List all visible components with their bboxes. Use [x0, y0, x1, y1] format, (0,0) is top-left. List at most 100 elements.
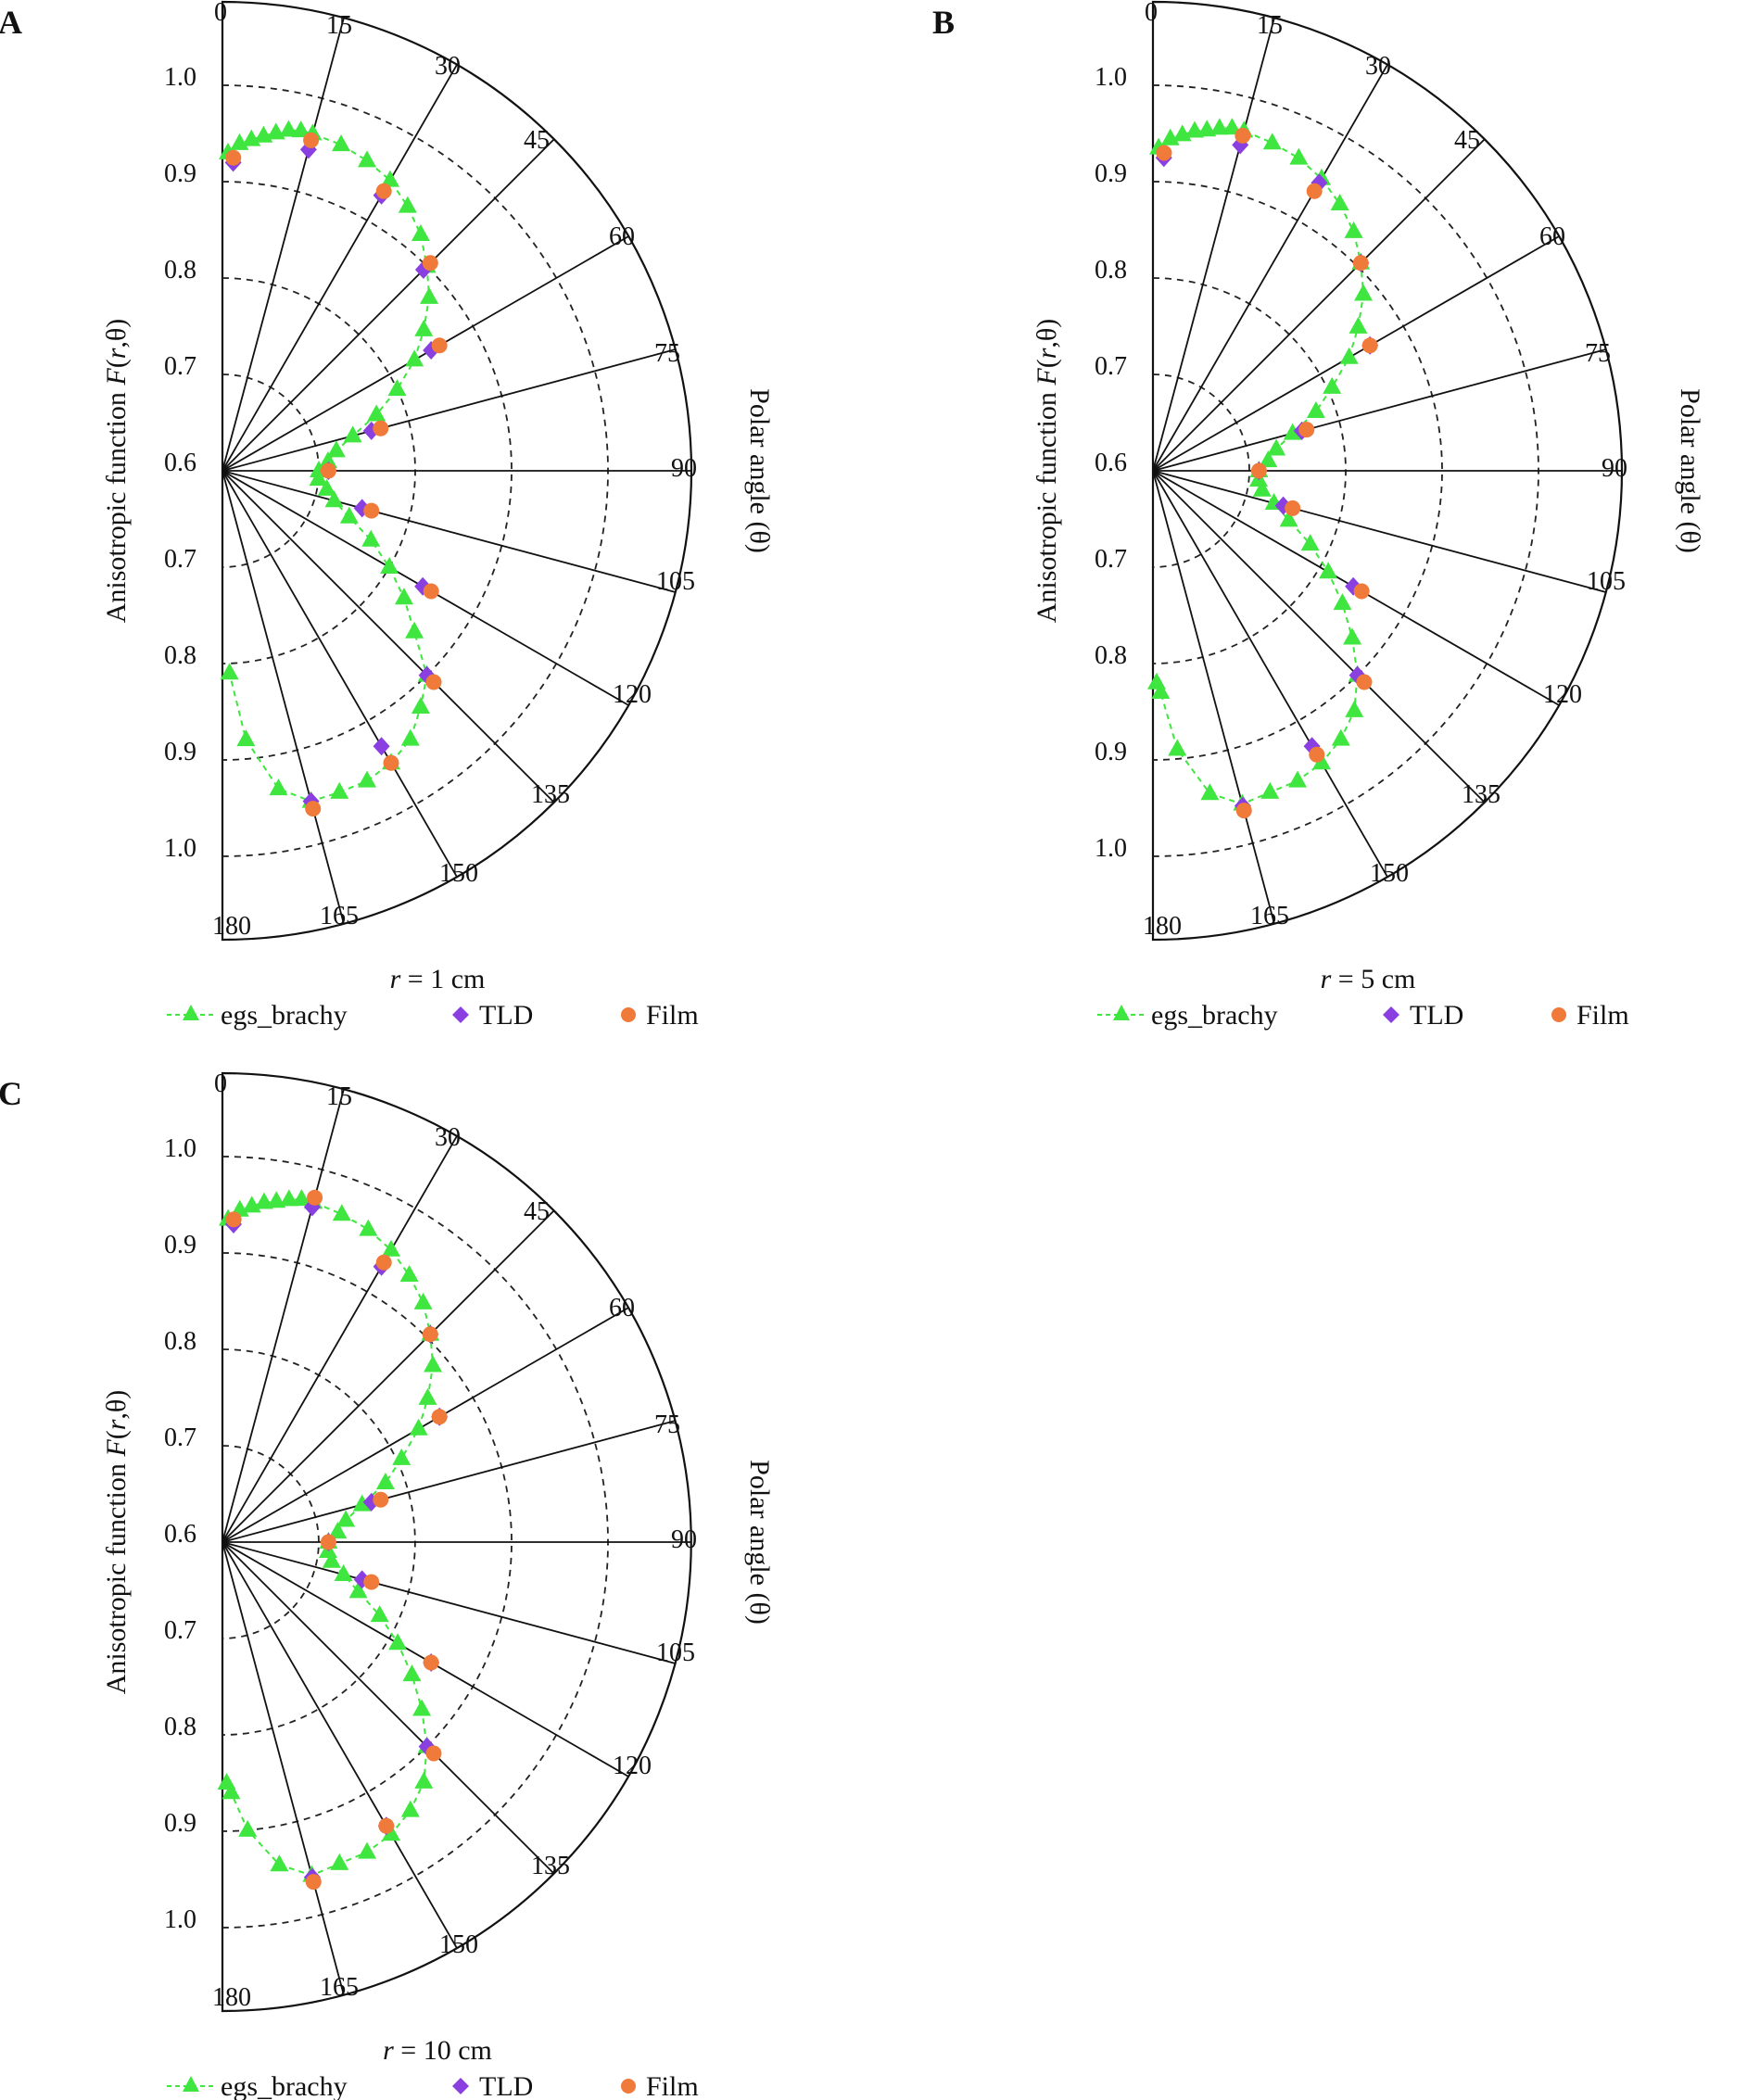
- legend-label-tld: TLD: [479, 2071, 533, 2100]
- egs-brachy-point: [1339, 347, 1359, 364]
- film-point: [1361, 337, 1378, 354]
- polar-boundary: [1151, 0, 1624, 942]
- angle-tick-label: 150: [439, 859, 478, 888]
- legend-diamond-marker: [452, 2078, 469, 2094]
- legend-label-film: Film: [1576, 1000, 1629, 1031]
- angular-spoke: [1152, 470, 1606, 593]
- egs-brachy-point: [1184, 120, 1204, 138]
- egs-brachy-point: [1343, 627, 1362, 645]
- legend-label-egs: egs_brachy: [221, 2071, 348, 2100]
- angular-spoke: [222, 470, 676, 593]
- film-point: [305, 801, 322, 817]
- angular-spoke: [222, 1307, 629, 1543]
- egs-brachy-point: [326, 440, 346, 458]
- radial-tick-label: 0.7: [164, 1616, 196, 1645]
- angle-tick-labels-b: 0 15 30 45 60 75 90 105 120 135 150 165 …: [1143, 0, 1627, 941]
- radial-tick-label: 0.8: [164, 256, 196, 285]
- egs-brachy-point: [420, 286, 439, 304]
- film-point: [425, 674, 442, 690]
- angular-spoke: [222, 1420, 676, 1543]
- angular-spoke: [222, 64, 458, 472]
- legend-triangle-marker: [1113, 1005, 1130, 1020]
- angular-spoke: [1152, 470, 1388, 878]
- film-point: [1356, 674, 1373, 690]
- radial-gridline: [222, 1445, 320, 1639]
- legend-label-film: Film: [646, 2071, 699, 2100]
- radial-tick-label: 0.8: [1095, 641, 1127, 670]
- egs-brachy-point: [1312, 753, 1331, 770]
- legend-label-film: Film: [646, 1000, 699, 1031]
- legend-circle-marker: [1551, 1007, 1566, 1022]
- angle-tick-label: 90: [1602, 454, 1627, 483]
- egs-brachy-point: [1197, 120, 1217, 137]
- angle-tick-label: 60: [609, 222, 635, 251]
- angle-tick-label: 120: [613, 680, 652, 709]
- angle-tick-label: 90: [671, 454, 697, 483]
- radial-tick-label: 1.0: [164, 834, 196, 863]
- angular-spoke: [222, 348, 676, 472]
- legend-triangle-marker: [183, 2076, 199, 2092]
- egs-brachy-point: [1300, 534, 1320, 551]
- egs-brachy-point: [1209, 118, 1229, 135]
- panel-a: A 1.0 0.9 0.8 0.7 0.6 0.7 0.8 0.9 1.0 0 …: [0, 0, 775, 1031]
- egs-brachy-point: [217, 1772, 236, 1790]
- radial-tick-label: 0.7: [1095, 545, 1127, 574]
- egs-brachy-point: [1146, 672, 1166, 689]
- film-point: [225, 149, 242, 166]
- angular-spoke: [222, 1541, 345, 1995]
- film-point: [425, 1745, 442, 1762]
- angular-spoke: [222, 1541, 458, 1949]
- legend-a: egs_brachy TLD Film: [167, 1000, 699, 1031]
- subtitle-a: r = 1 cm: [390, 964, 486, 994]
- angular-spoke: [1152, 235, 1560, 472]
- film-point: [1353, 583, 1370, 600]
- egs-brachy-point: [402, 1664, 422, 1682]
- egs-brachy-point: [411, 696, 430, 714]
- egs-brachy-point: [398, 196, 417, 213]
- radial-tick-labels-b: 1.0 0.9 0.8 0.7 0.6 0.7 0.8 0.9 1.0: [1095, 63, 1127, 863]
- angle-tick-label: 165: [1250, 902, 1289, 930]
- angular-spoke: [222, 470, 555, 803]
- legend-triangle-marker: [183, 1005, 199, 1020]
- film-point: [431, 1409, 448, 1425]
- radial-tick-label: 0.9: [164, 738, 196, 766]
- egs-brachy-point: [1354, 284, 1374, 301]
- radial-tick-labels-c: 1.0 0.9 0.8 0.7 0.6 0.7 0.8 0.9 1.0: [164, 1134, 196, 1934]
- egs-brachy-point: [424, 1355, 443, 1373]
- angle-tick-labels-a: 0 15 30 45 60 75 90 105 120 135 150 165 …: [212, 0, 697, 941]
- egs-brachy-point: [1344, 221, 1363, 238]
- angle-tick-label: 180: [212, 912, 251, 941]
- egs-brachy-point: [412, 1699, 432, 1716]
- radial-tick-label: 1.0: [1095, 63, 1127, 92]
- angle-tick-label: 105: [656, 1638, 695, 1667]
- egs-brachy-point: [279, 120, 298, 137]
- legend-label-tld: TLD: [1410, 1000, 1463, 1031]
- film-point: [1298, 422, 1315, 438]
- film-point: [383, 754, 399, 771]
- egs-brachy-point: [328, 1522, 348, 1539]
- egs-brachy-point: [238, 1819, 258, 1837]
- radial-tick-label: 0.7: [1095, 352, 1127, 381]
- egs-brachy-point: [400, 1800, 420, 1817]
- angle-tick-label: 135: [1462, 780, 1500, 809]
- film-point: [422, 255, 438, 272]
- egs-brachy-point: [1168, 739, 1187, 756]
- film-point: [373, 1491, 389, 1508]
- angular-spoke: [1152, 348, 1606, 472]
- polar-boundary: [221, 1071, 693, 2013]
- data-points-b: [1146, 118, 1379, 819]
- egs-brachy-point: [359, 1219, 378, 1236]
- angle-tick-label: 75: [654, 1411, 680, 1439]
- egs-brachy-point: [1151, 682, 1171, 700]
- legend-diamond-marker: [1383, 1006, 1399, 1023]
- radial-tick-label: 0.8: [1095, 256, 1127, 285]
- egs-brachy-point: [1259, 450, 1278, 468]
- egs-brachy-point: [317, 478, 336, 496]
- data-points-c: [217, 1189, 449, 1891]
- angle-tick-label: 165: [320, 902, 359, 930]
- angle-axis-title-c: Polar angle (θ): [744, 1460, 775, 1625]
- radial-tick-label: 0.9: [164, 1809, 196, 1838]
- egs-brachy-point: [399, 1265, 419, 1283]
- egs-brachy-point: [418, 1387, 437, 1405]
- angle-tick-label: 30: [435, 52, 461, 81]
